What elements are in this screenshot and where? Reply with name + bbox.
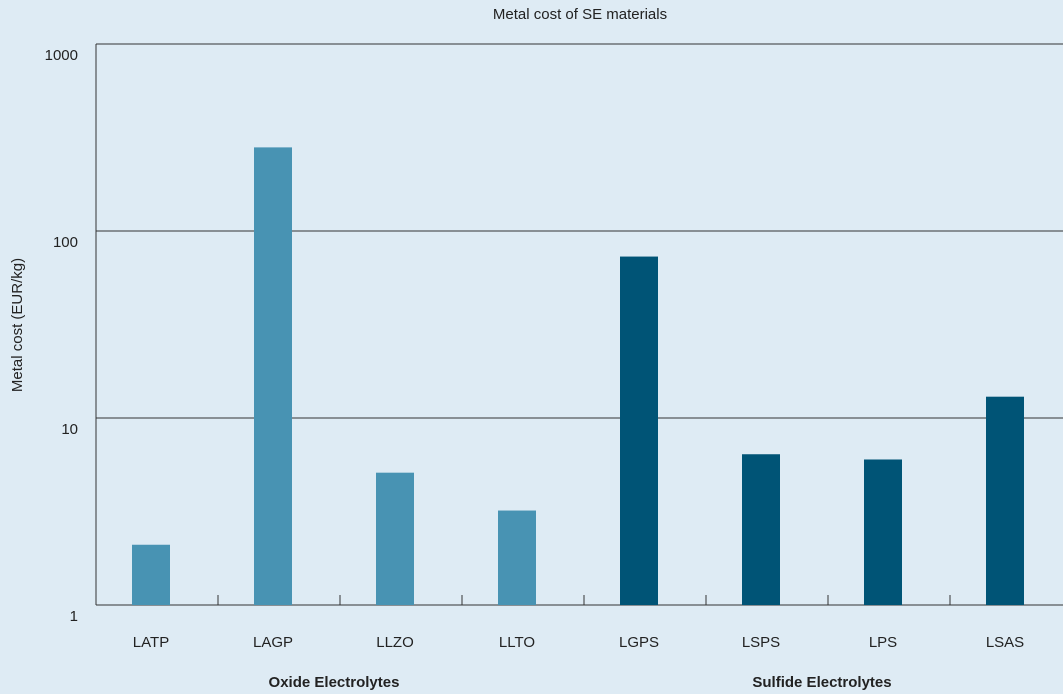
bar xyxy=(498,510,536,605)
group-label: Oxide Electrolytes xyxy=(269,674,400,691)
y-tick-label: 1 xyxy=(70,608,78,625)
bar xyxy=(254,147,292,605)
x-tick-label: LSPS xyxy=(742,634,780,651)
bar xyxy=(986,396,1024,605)
bar xyxy=(742,454,780,605)
bar xyxy=(132,544,170,605)
x-tick-label: LATP xyxy=(133,634,169,651)
chart-title: Metal cost of SE materials xyxy=(493,6,667,23)
bar xyxy=(376,472,414,605)
group-label: Sulfide Electrolytes xyxy=(752,674,891,691)
y-axis-label: Metal cost (EUR/kg) xyxy=(9,258,26,392)
y-tick-label: 10 xyxy=(61,421,78,438)
x-tick-label: LSAS xyxy=(986,634,1024,651)
x-tick-label: LAGP xyxy=(253,634,293,651)
bar xyxy=(864,459,902,605)
y-tick-label: 1000 xyxy=(45,47,78,64)
x-tick-label: LLZO xyxy=(376,634,414,651)
x-tick-label: LGPS xyxy=(619,634,659,651)
y-tick-label: 100 xyxy=(53,234,78,251)
x-tick-label: LLTO xyxy=(499,634,535,651)
bar xyxy=(620,256,658,605)
x-tick-label: LPS xyxy=(869,634,897,651)
